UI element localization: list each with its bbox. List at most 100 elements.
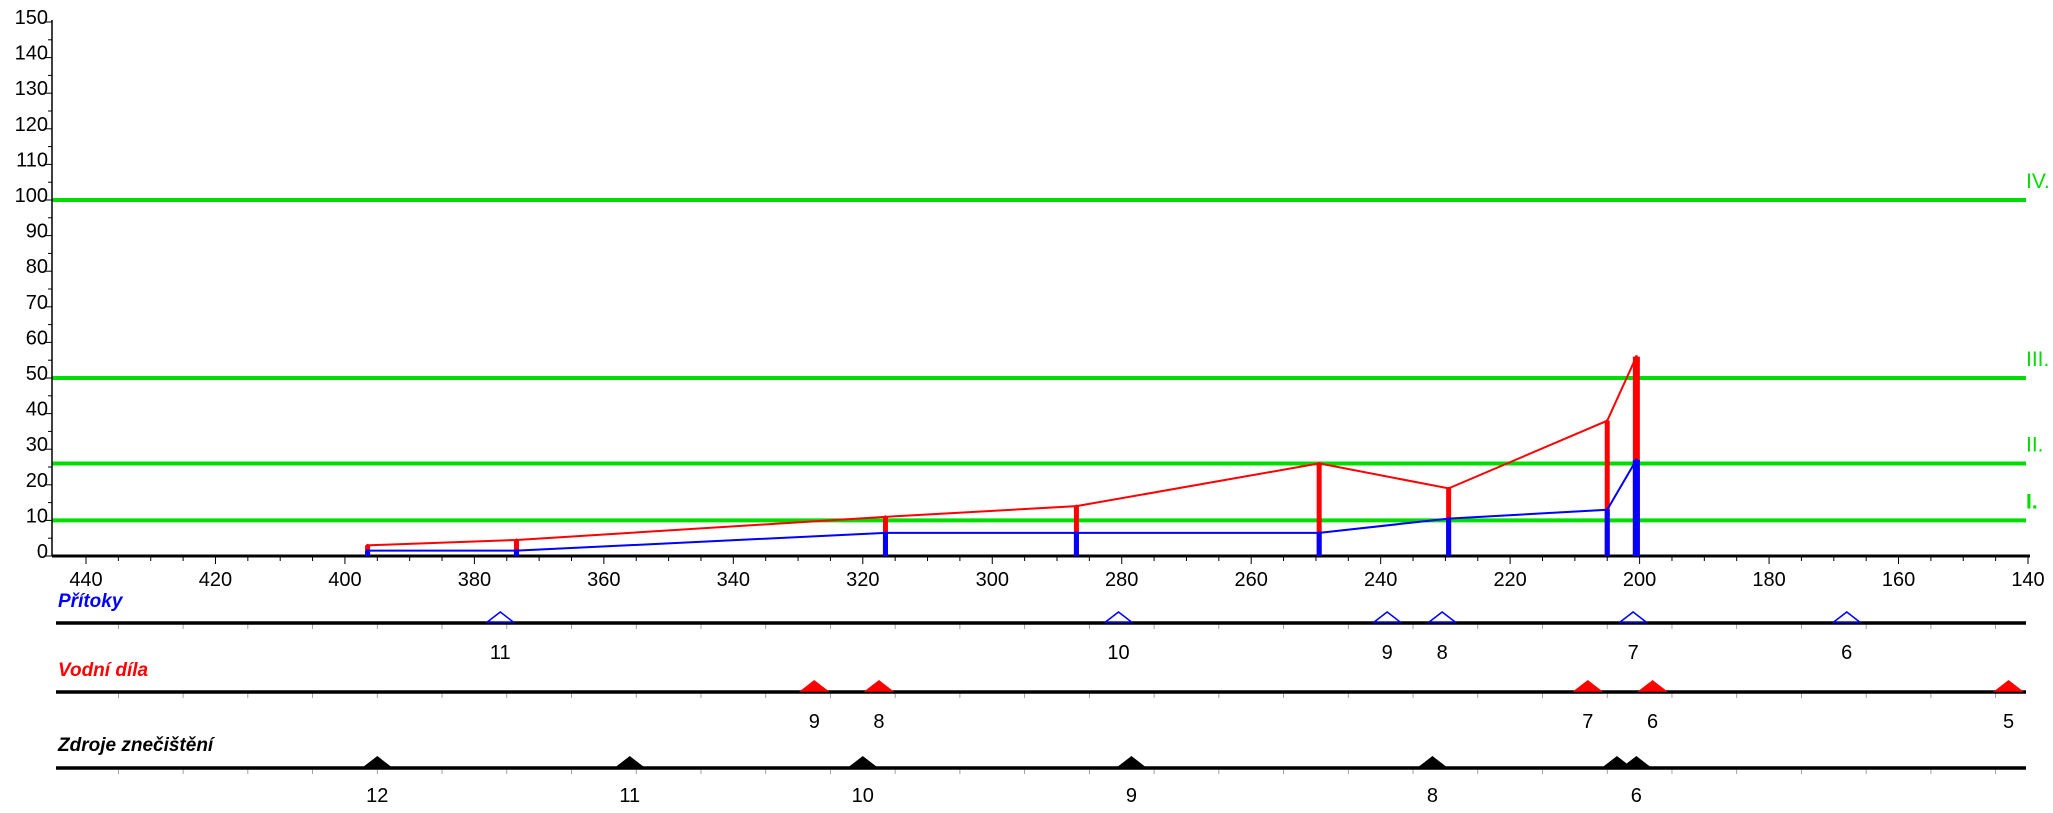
- series-line: [367, 356, 1638, 547]
- track-marker-label: 9: [1126, 785, 1137, 807]
- series-point: [1447, 517, 1451, 521]
- y-tick-label: 70: [26, 292, 48, 314]
- y-tick-label: 140: [15, 43, 48, 65]
- red-value-bar: [1073, 506, 1079, 556]
- track-marker-label: 8: [873, 711, 884, 733]
- x-tick-label: 420: [199, 569, 232, 591]
- y-tick-label: 90: [26, 221, 48, 243]
- blue-value-bar: [365, 550, 371, 556]
- x-tick-label: 440: [69, 569, 102, 591]
- x-tick-label: 280: [1105, 569, 1138, 591]
- series-point: [883, 515, 887, 519]
- track-marker-icon: [1993, 680, 2024, 692]
- x-tick-label: 340: [717, 569, 750, 591]
- track-marker-icon: [1371, 611, 1403, 623]
- x-tick-label: 300: [976, 569, 1009, 591]
- track-marker-icon: [1417, 756, 1448, 768]
- track-title: Vodní díla: [58, 660, 149, 681]
- x-tick-label: 320: [846, 569, 879, 591]
- y-axis: 0 10 20 30 40 50 60 70 80 90 100 110 120 130 140 150: [15, 7, 53, 563]
- red-value-bar: [513, 539, 519, 556]
- track-marker-label: 5: [2003, 711, 2014, 733]
- track-marker-icon: [1621, 756, 1652, 768]
- blue-value-bar: [1446, 518, 1452, 556]
- x-tick-label: 400: [328, 569, 361, 591]
- y-tick-label: 50: [26, 363, 48, 385]
- blue-value-bar: [1073, 532, 1079, 556]
- track-title: Přítoky: [58, 591, 124, 612]
- x-tick-label: 160: [1882, 569, 1915, 591]
- value-bars: [365, 356, 1640, 556]
- y-tick-label: 80: [26, 256, 48, 278]
- series-point: [1074, 531, 1078, 535]
- series-point: [1605, 419, 1609, 423]
- class-label: II.: [2026, 433, 2044, 456]
- class-label: IV.: [2026, 170, 2050, 193]
- track-marker-label: 9: [809, 711, 820, 733]
- marker-tracks: Přítoky 11 10 9 8 7 6 Vodní díla 9 8 7 6 5 Zdroje zne…: [56, 591, 2026, 807]
- track-marker-label: 11: [490, 642, 511, 664]
- track-marker-label: 8: [1427, 785, 1438, 807]
- track-marker-label: 7: [1628, 642, 1639, 664]
- blue-value-bar: [882, 532, 888, 556]
- red-value-bar: [1316, 463, 1322, 556]
- class-lines: I. II. III. IV.: [52, 170, 2050, 523]
- series-point: [883, 531, 887, 535]
- blue-value-bar: [513, 550, 519, 556]
- track-marker-label: 10: [852, 785, 874, 807]
- track-marker-label: 7: [1582, 711, 1593, 733]
- blue-value-bar: [1316, 532, 1322, 556]
- series-point: [1634, 355, 1638, 359]
- series-point: [366, 549, 370, 553]
- y-tick-label: 60: [26, 327, 48, 349]
- track-title: Zdroje znečištění: [57, 735, 216, 756]
- series-point: [514, 549, 518, 553]
- track-marker-icon: [799, 680, 830, 692]
- x-tick-label: 380: [458, 569, 491, 591]
- y-tick-label: 0: [37, 541, 48, 563]
- series-line: [367, 459, 1638, 552]
- x-tick-label: 140: [2011, 569, 2044, 591]
- x-tick-label: 240: [1364, 569, 1397, 591]
- series-point: [1074, 504, 1078, 508]
- red-value-bar: [1604, 420, 1610, 556]
- blue-value-bar: [1632, 459, 1640, 556]
- x-tick-label: 200: [1623, 569, 1656, 591]
- track-marker-icon: [485, 611, 516, 623]
- blue-value-bar: [1604, 509, 1610, 556]
- y-tick-label: 30: [26, 434, 48, 456]
- series-point: [1317, 461, 1321, 465]
- track-marker-label: 10: [1107, 642, 1129, 664]
- track-marker-label: 9: [1382, 642, 1393, 664]
- x-tick-label: 220: [1493, 569, 1526, 591]
- y-tick-label: 130: [15, 78, 48, 100]
- track-marker-icon: [1617, 611, 1649, 623]
- track-marker-icon: [847, 756, 879, 768]
- track-marker-icon: [1637, 680, 1668, 692]
- y-tick-label: 120: [15, 114, 48, 136]
- track-marker-label: 6: [1631, 785, 1642, 807]
- series-point: [366, 543, 370, 547]
- track-marker-label: 6: [1841, 642, 1852, 664]
- track-marker-icon: [1426, 611, 1458, 623]
- track-marker-icon: [1831, 611, 1862, 623]
- track-marker-icon: [1116, 756, 1147, 768]
- class-label: I.: [2026, 490, 2038, 513]
- track-marker-icon: [863, 680, 895, 692]
- class-label: III.: [2026, 348, 2049, 371]
- x-axis: 440 420 400 380 360 340 320 300 280 260 240 220 200 1…: [52, 554, 2045, 591]
- track-marker-icon: [1601, 756, 1633, 768]
- track-marker-label: 11: [619, 785, 640, 807]
- red-value-bar: [1632, 356, 1640, 556]
- track-marker-icon: [614, 756, 645, 768]
- y-tick-label: 40: [26, 399, 48, 421]
- y-tick-label: 20: [26, 470, 48, 492]
- track-marker-icon: [1103, 611, 1134, 623]
- x-tick-label: 360: [587, 569, 620, 591]
- series-point: [1317, 531, 1321, 535]
- y-tick-label: 100: [15, 185, 48, 207]
- series-point: [1634, 458, 1638, 462]
- track-marker-icon: [1572, 680, 1604, 692]
